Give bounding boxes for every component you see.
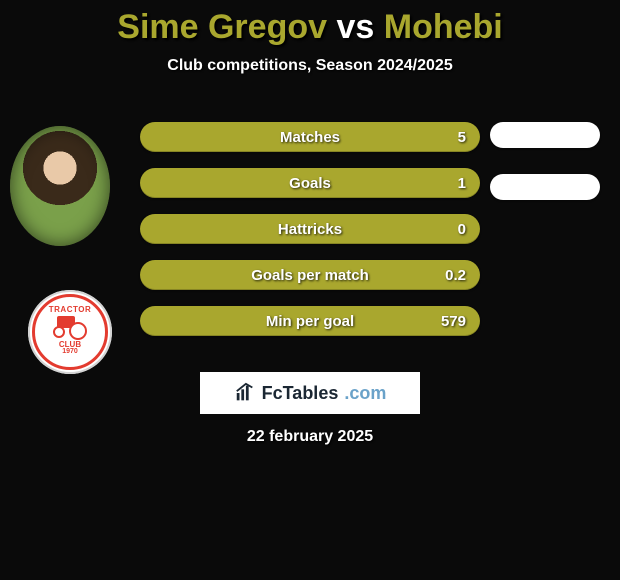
chart-icon bbox=[234, 382, 256, 404]
stat-label: Goals bbox=[140, 175, 480, 192]
branding-name: FcTables bbox=[262, 383, 339, 404]
pill bbox=[490, 122, 600, 148]
pill bbox=[490, 174, 600, 200]
title-vs: vs bbox=[336, 8, 374, 46]
stat-row: Hattricks 0 bbox=[140, 214, 480, 244]
stats-bars: Matches 5 Goals 1 Hattricks 0 Goals per … bbox=[140, 122, 480, 352]
title-player1: Sime Gregov bbox=[117, 8, 327, 46]
branding-domain: .com bbox=[344, 383, 386, 404]
stat-row: Matches 5 bbox=[140, 122, 480, 152]
stat-label: Min per goal bbox=[140, 313, 480, 330]
player1-avatar bbox=[10, 126, 110, 246]
stat-value: 0 bbox=[458, 221, 466, 238]
stat-label: Goals per match bbox=[140, 267, 480, 284]
stat-label: Matches bbox=[140, 129, 480, 146]
title-player2: Mohebi bbox=[384, 8, 503, 46]
stat-value: 1 bbox=[458, 175, 466, 192]
page-title: Sime Gregov vs Mohebi bbox=[0, 0, 620, 47]
player2-pills bbox=[490, 122, 600, 226]
club-badge: TRACTOR CLUB 1970 bbox=[28, 290, 112, 374]
stat-row: Goals per match 0.2 bbox=[140, 260, 480, 290]
tractor-icon bbox=[53, 316, 87, 338]
stat-value: 0.2 bbox=[445, 267, 466, 284]
stat-label: Hattricks bbox=[140, 221, 480, 238]
subtitle: Club competitions, Season 2024/2025 bbox=[0, 57, 620, 75]
stat-value: 5 bbox=[458, 129, 466, 146]
branding-badge: FcTables.com bbox=[200, 372, 420, 414]
date-text: 22 february 2025 bbox=[0, 428, 620, 446]
stat-row: Goals 1 bbox=[140, 168, 480, 198]
stat-value: 579 bbox=[441, 313, 466, 330]
stat-row: Min per goal 579 bbox=[140, 306, 480, 336]
